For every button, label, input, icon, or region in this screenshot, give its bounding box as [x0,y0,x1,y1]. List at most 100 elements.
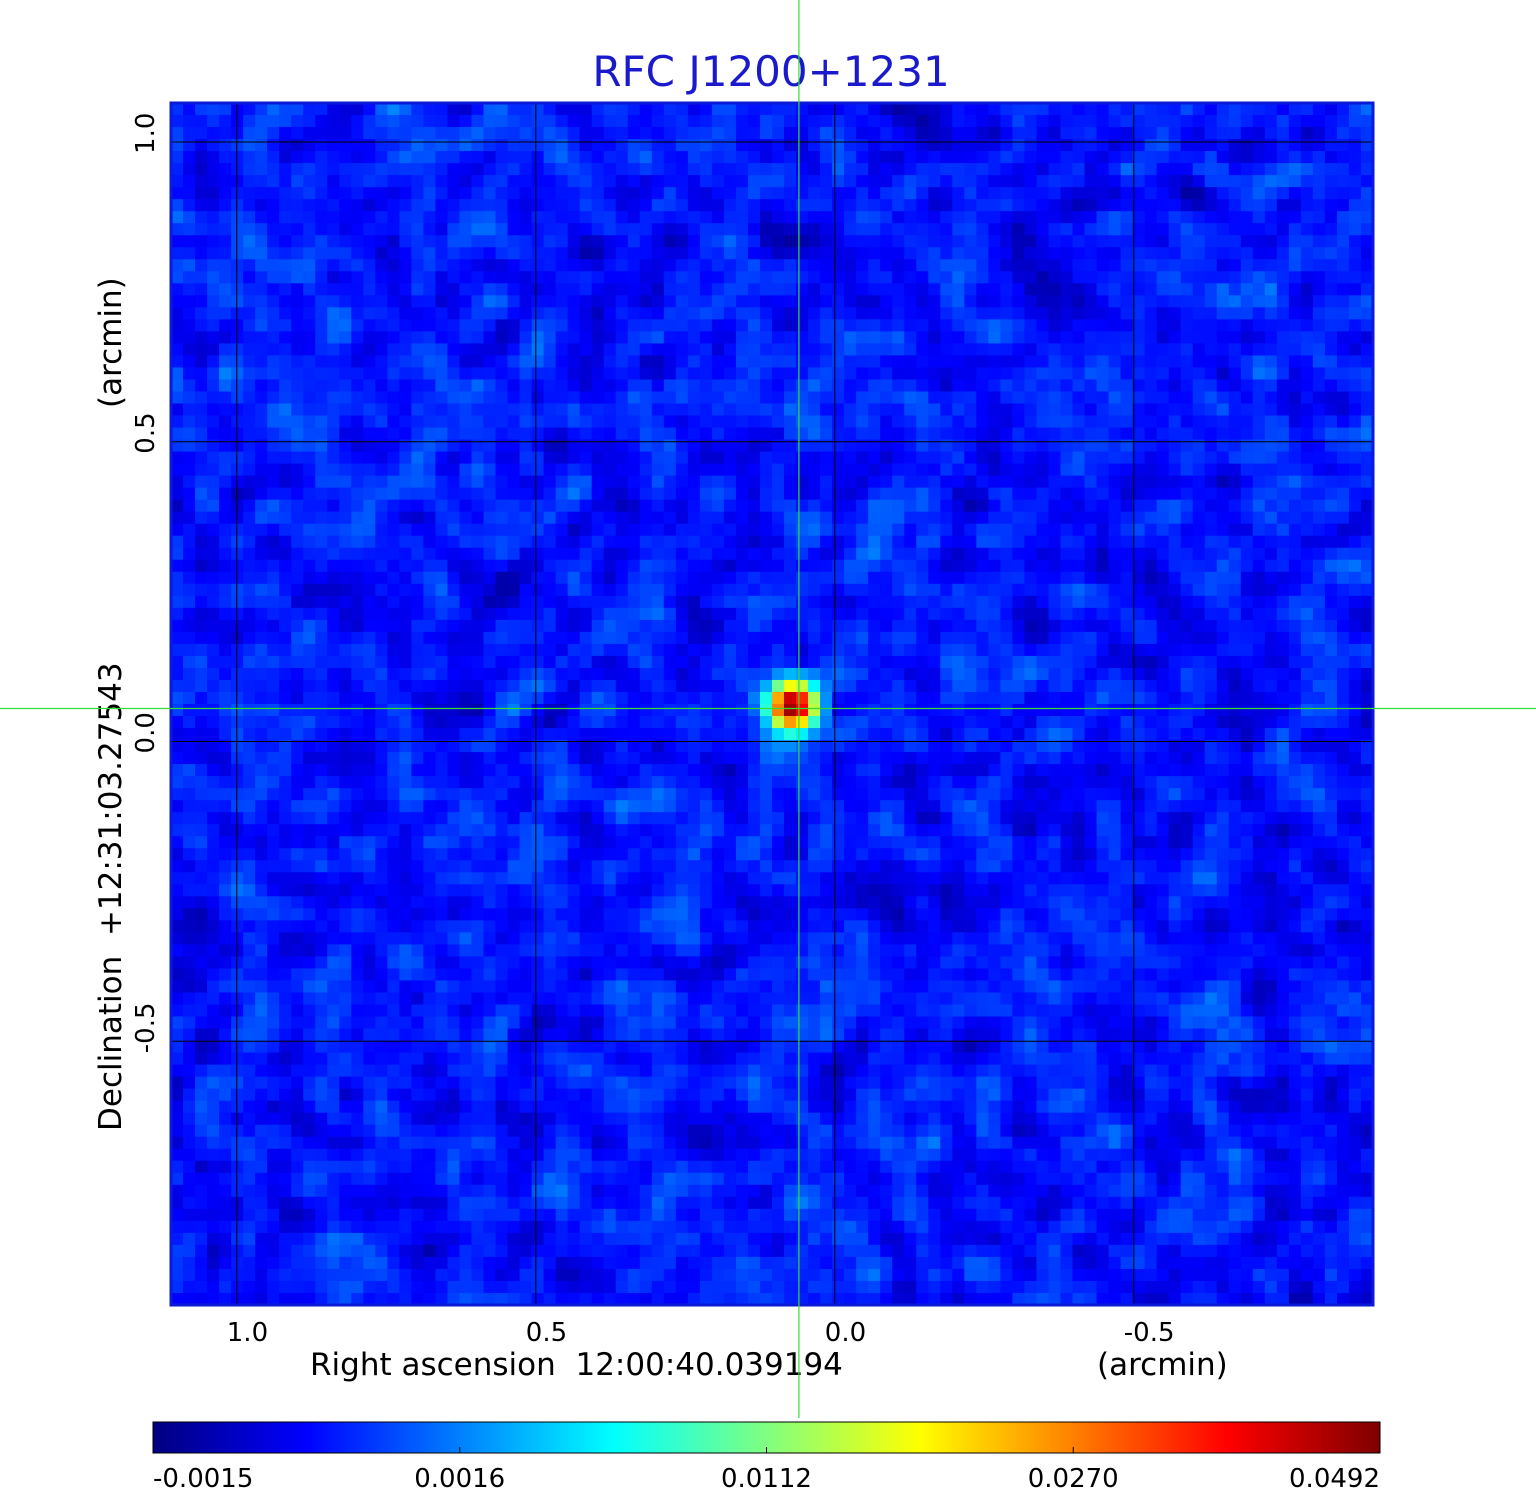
image-pixel [916,475,929,489]
image-pixel [279,271,292,284]
image-pixel [1276,487,1290,501]
image-pixel [1276,391,1290,405]
image-pixel [495,451,509,465]
image-pixel [1336,667,1350,681]
image-pixel [735,235,749,248]
image-pixel [1336,223,1350,236]
image-pixel [1348,499,1362,513]
image-pixel [627,343,641,357]
image-pixel [904,583,917,597]
image-pixel [1096,343,1110,357]
image-pixel [1036,187,1050,200]
image-pixel [1120,247,1134,260]
image-pixel [675,355,689,369]
image-pixel [303,271,316,284]
image-pixel [483,271,497,284]
image-pixel [447,175,461,188]
image-pixel [1288,307,1302,320]
image-pixel [952,223,965,236]
image-pixel [772,331,785,344]
image-pixel [1288,247,1302,260]
image-pixel [820,235,833,248]
image-pixel [255,259,268,272]
image-pixel [411,175,425,188]
image-pixel [675,103,689,116]
image-pixel [832,115,845,128]
image-pixel [1204,283,1218,296]
image-pixel [735,247,749,260]
image-pixel [195,367,208,381]
image-pixel [627,511,641,525]
image-pixel [651,463,665,477]
image-pixel [796,691,809,705]
image-pixel [1084,367,1098,381]
image-pixel [243,463,256,477]
image-pixel [747,271,761,284]
image-pixel [1000,667,1013,681]
image-pixel [1288,223,1302,236]
image-pixel [435,619,449,633]
image-pixel [411,451,425,465]
image-pixel [267,331,280,344]
image-pixel [976,655,989,669]
image-pixel [880,319,893,332]
image-pixel [940,655,953,669]
image-pixel [1288,691,1302,705]
image-pixel [291,283,304,296]
image-pixel [339,427,352,441]
image-pixel [1168,655,1182,669]
image-pixel [171,103,184,116]
image-pixel [219,151,232,164]
image-pixel [1360,475,1374,489]
image-pixel [976,199,989,212]
image-pixel [868,307,881,320]
image-pixel [1240,655,1254,669]
image-pixel [1120,511,1134,525]
image-pixel [1132,283,1146,296]
image-pixel [327,655,340,669]
image-pixel [543,523,557,537]
image-pixel [1240,391,1254,405]
image-pixel [447,655,461,669]
image-pixel [1228,199,1242,212]
image-pixel [928,691,941,705]
image-pixel [171,547,184,561]
image-pixel [219,631,232,645]
image-pixel [243,547,256,561]
image-pixel [1108,127,1122,140]
image-pixel [880,439,893,453]
image-pixel [1024,295,1038,308]
image-pixel [1264,679,1278,693]
image-pixel [351,259,364,272]
image-pixel [1276,523,1290,537]
image-pixel [555,343,569,357]
image-pixel [279,631,292,645]
image-pixel [784,679,797,693]
image-pixel [207,391,220,405]
image-pixel [579,259,593,272]
image-pixel [243,355,256,369]
image-pixel [459,223,473,236]
image-pixel [603,391,617,405]
image-pixel [291,679,304,693]
image-pixel [339,331,352,344]
image-pixel [579,199,593,212]
image-pixel [315,259,328,272]
image-pixel [315,355,328,369]
image-pixel [1120,151,1134,164]
image-pixel [759,355,773,369]
image-pixel [435,655,449,669]
image-pixel [279,475,292,489]
image-pixel [1360,511,1374,525]
image-pixel [820,523,833,537]
image-pixel [339,499,352,513]
image-pixel [1156,403,1170,417]
image-pixel [844,475,857,489]
image-pixel [615,355,629,369]
image-pixel [1336,403,1350,417]
image-pixel [219,583,232,597]
image-pixel [279,559,292,573]
image-pixel [543,223,557,236]
image-pixel [603,127,617,140]
image-pixel [315,163,328,176]
